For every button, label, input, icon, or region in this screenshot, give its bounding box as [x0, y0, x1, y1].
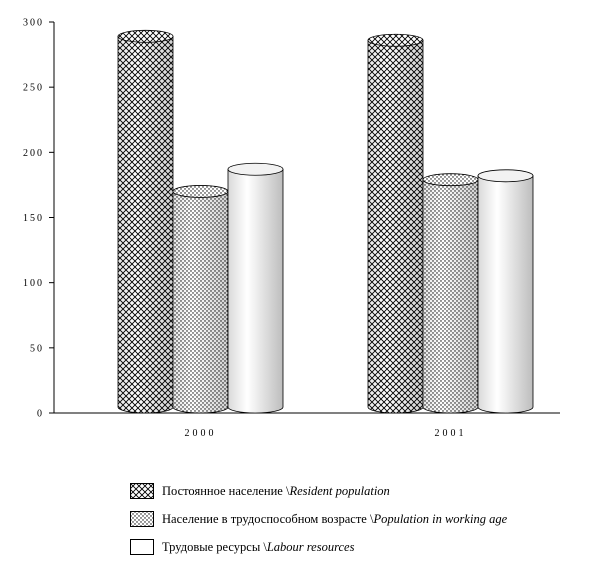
bar-top [117, 29, 174, 43]
legend-label: Население в трудоспособном возрасте \Pop… [162, 511, 508, 526]
y-tick-label: 100 [23, 278, 44, 289]
legend-item-resident: Постоянное население \Resident populatio… [130, 482, 507, 500]
bar-chart: 0 50 100 150 200 250 300 2000 2001 [23, 18, 560, 439]
legend-item-working-age: Население в трудоспособном возрасте \Pop… [130, 510, 507, 528]
bar [117, 29, 174, 414]
bar [172, 185, 229, 414]
bar-top [227, 162, 284, 176]
bar-top [367, 33, 424, 47]
bar-body [477, 175, 534, 414]
y-tick-label: 200 [23, 148, 44, 159]
legend-swatch-dots [130, 511, 154, 527]
x-tick-label: 2001 [435, 428, 467, 439]
bar-top [172, 185, 229, 198]
y-tick-label: 0 [37, 409, 44, 420]
bar [477, 169, 534, 414]
legend-swatch-crosshatch [130, 483, 154, 499]
bar [422, 173, 479, 414]
bar-top [477, 169, 534, 183]
bar-shading [423, 179, 478, 413]
bar [227, 162, 284, 414]
legend-swatch-plain [130, 539, 154, 555]
bar-body [227, 168, 284, 414]
legend-label: Постоянное население \Resident populatio… [162, 483, 390, 498]
y-tick-label: 300 [23, 18, 44, 29]
legend-item-labour: Трудовые ресурсы \Labour resources [130, 538, 507, 556]
bar-shading [368, 40, 423, 413]
bar-top [422, 173, 479, 187]
y-tick-label: 250 [23, 83, 44, 94]
bar-shading [173, 191, 228, 413]
legend: Постоянное население \Resident populatio… [130, 482, 507, 566]
x-tick-label: 2000 [185, 428, 217, 439]
y-tick-label: 50 [30, 343, 44, 354]
bar-shading [118, 36, 173, 413]
y-tick-label: 150 [23, 213, 44, 224]
legend-label: Трудовые ресурсы \Labour resources [162, 539, 355, 554]
bar [367, 33, 424, 414]
